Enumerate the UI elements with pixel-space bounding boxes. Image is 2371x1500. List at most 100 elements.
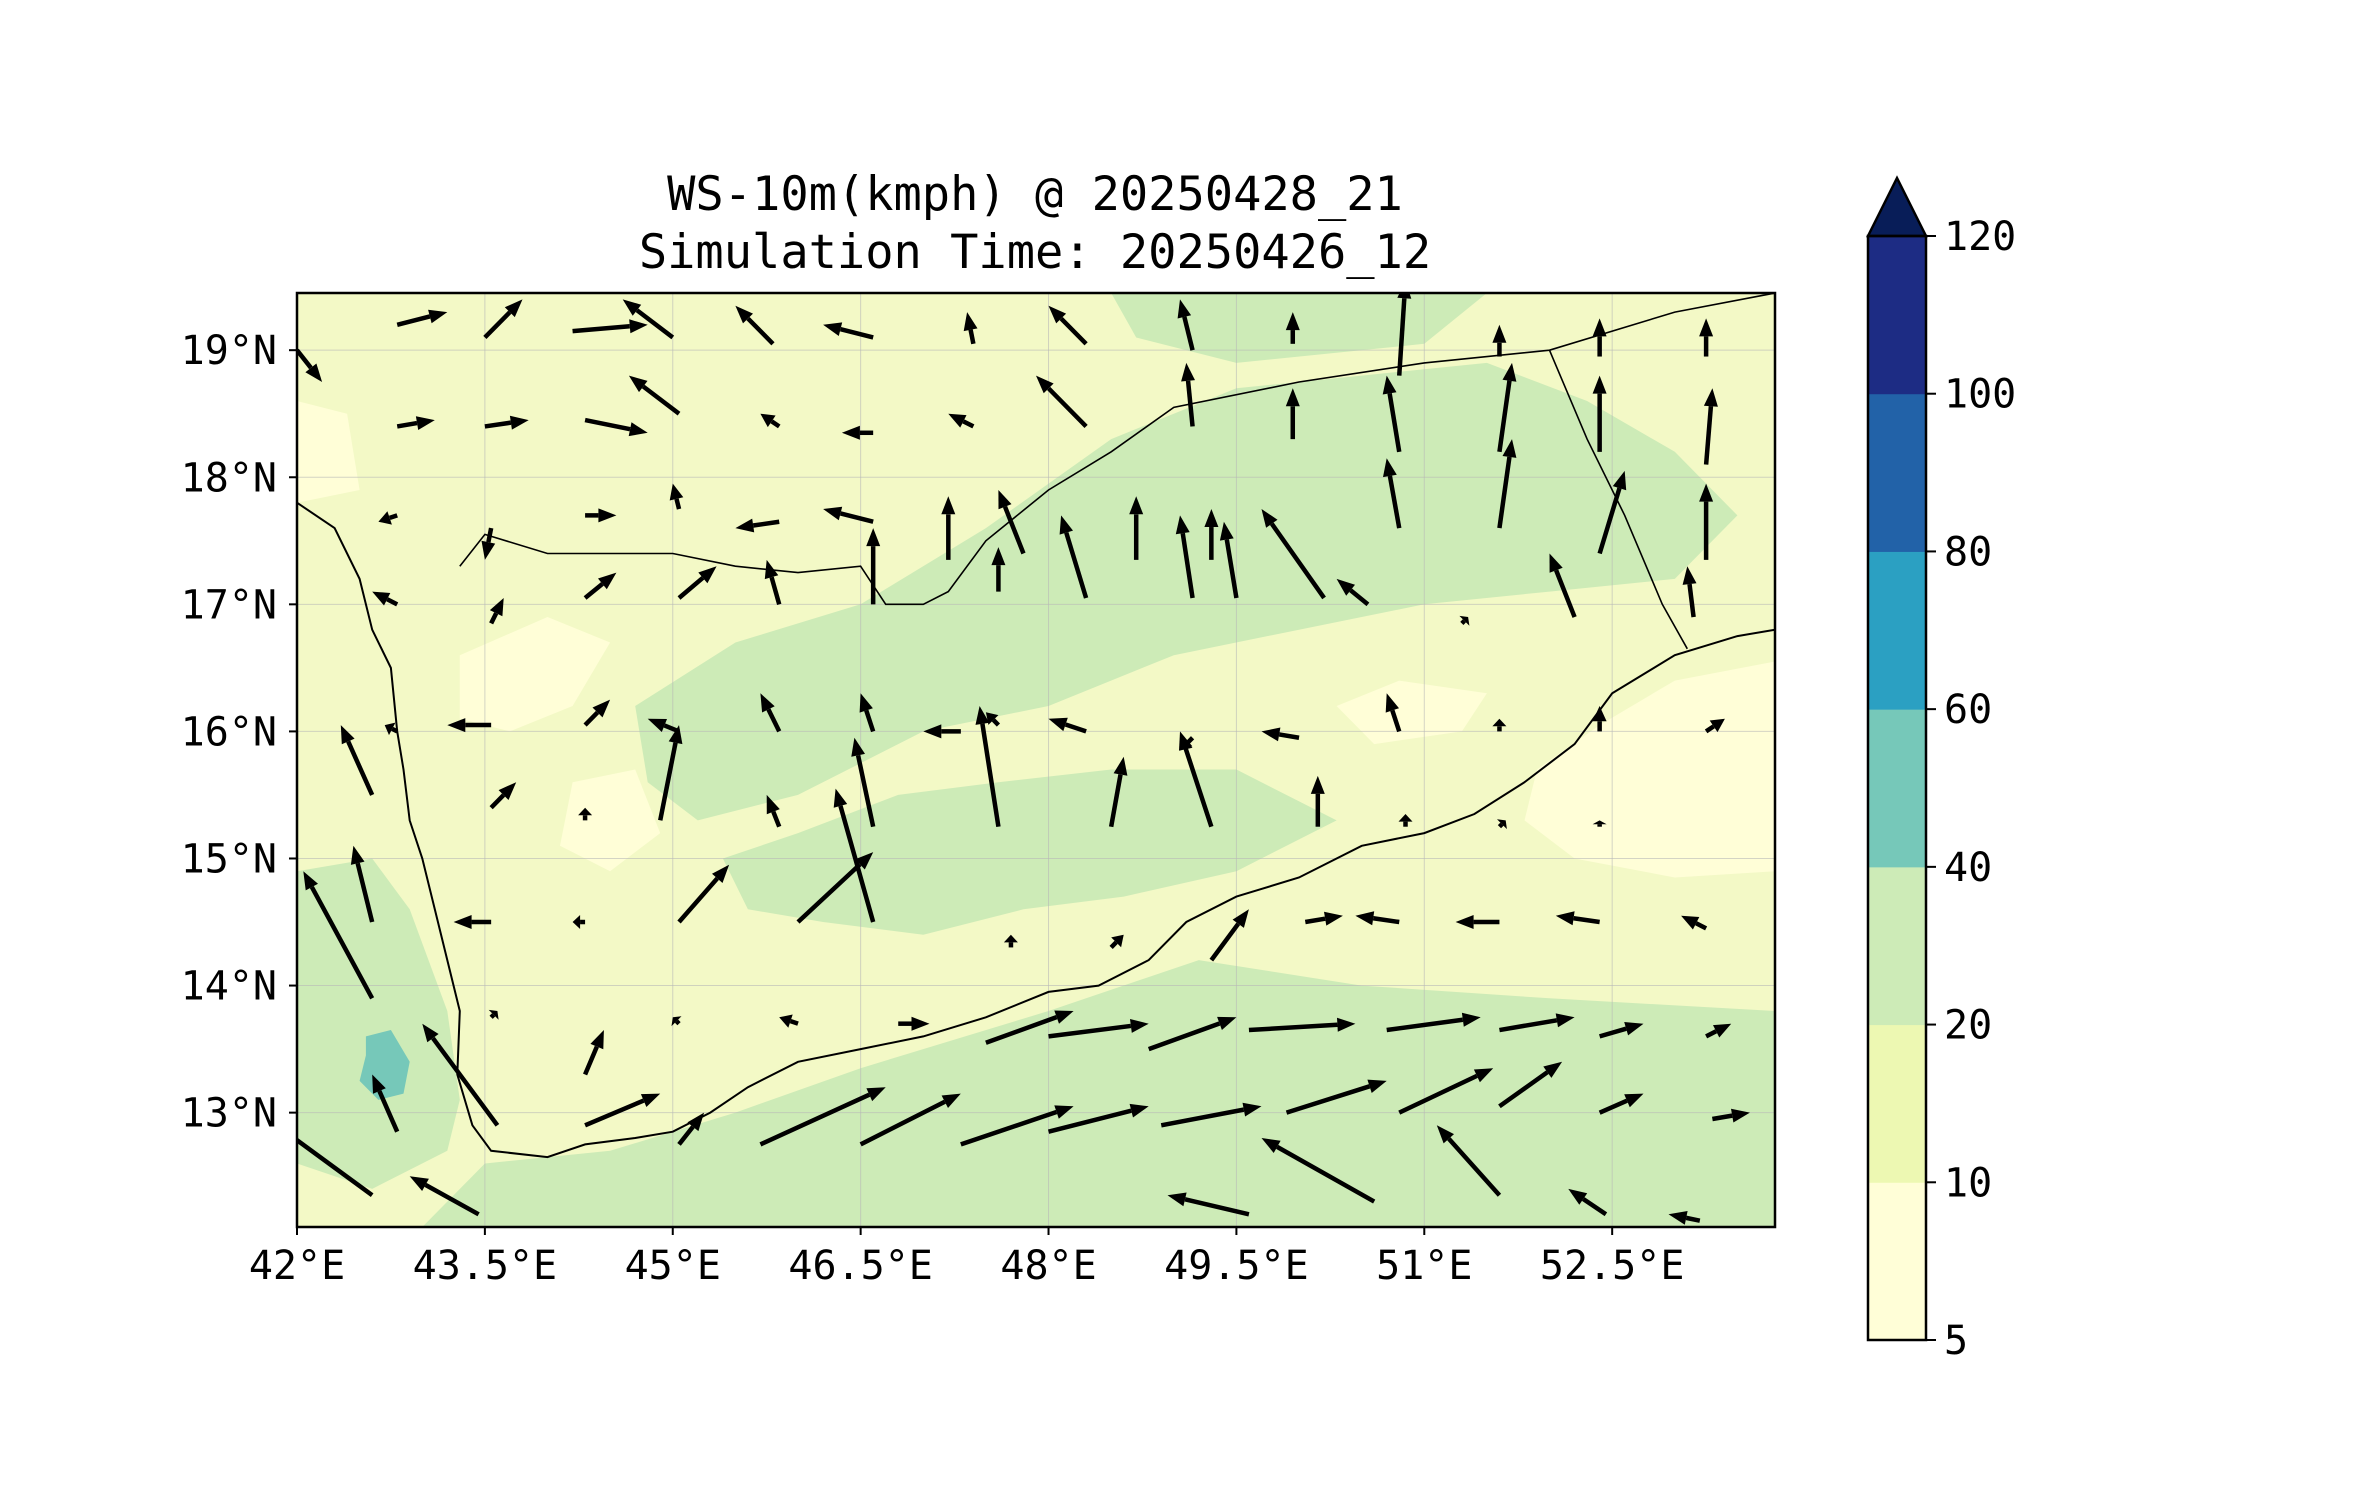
wind-arrow	[985, 1010, 1074, 1045]
wind-arrow	[1398, 814, 1413, 827]
lat-tick-label: 19°N	[181, 328, 277, 374]
wind-arrow-head	[687, 1112, 705, 1132]
wind-arrow-shaft	[297, 1137, 374, 1198]
wind-arrow-head	[628, 422, 648, 437]
wind-arrow	[1704, 718, 1725, 734]
wind-arrow-shaft	[1396, 298, 1407, 376]
wind-arrow	[1167, 1192, 1250, 1217]
wind-arrow-head	[1436, 1125, 1454, 1144]
wind-arrow-head	[640, 1093, 661, 1107]
wind-arrow	[622, 299, 675, 340]
map-frame	[295, 291, 1777, 1229]
colorbar-segment	[1868, 1182, 1926, 1341]
wind-arrow-head	[372, 1074, 386, 1094]
wind-arrow-head	[1568, 1188, 1588, 1205]
wind-arrow	[960, 1105, 1074, 1147]
wind-arrow	[998, 490, 1026, 555]
wind-arrow-head	[1285, 388, 1300, 407]
wind-arrow-head	[1179, 731, 1193, 751]
wind-arrow-head	[1612, 470, 1627, 491]
colorbar-tick-label: 120	[1944, 214, 2016, 260]
wind-arrow	[384, 722, 399, 736]
wind-arrow-head	[481, 540, 496, 560]
wind-arrow-shaft	[968, 329, 976, 345]
gridlines	[297, 293, 1775, 1227]
wind-arrow-head	[1382, 375, 1397, 395]
wind-arrow	[1568, 1188, 1608, 1217]
wind-arrow	[1304, 911, 1343, 926]
wind-arrow-head	[598, 572, 617, 590]
wind-arrow-head	[855, 852, 874, 870]
wind-arrow	[1592, 318, 1607, 357]
wind-speed-contours	[297, 293, 1775, 1227]
wind-arrow	[760, 693, 782, 733]
border-yemen-oman	[1548, 349, 1688, 650]
wind-arrow-head	[350, 845, 365, 865]
lon-tick-label: 48°E	[1000, 1243, 1096, 1289]
wind-arrow-shaft	[1687, 583, 1696, 618]
wind-arrow-head	[378, 511, 392, 525]
wind-arrow-head	[941, 1093, 961, 1108]
wind-arrow	[759, 1087, 886, 1147]
wind-arrow	[1108, 756, 1128, 828]
wind-arrow-shaft	[1685, 1215, 1701, 1223]
wind-arrow-head	[1713, 1023, 1732, 1038]
wind-arrow	[1175, 515, 1195, 599]
lat-tick-label: 16°N	[181, 709, 277, 755]
wind-arrow-head	[985, 712, 999, 725]
wind-arrow	[898, 1016, 930, 1031]
wind-arrow-head	[422, 1023, 439, 1043]
wind-arrow	[1261, 727, 1300, 742]
wind-arrow-shaft	[766, 708, 782, 733]
wind-arrow-head	[833, 788, 848, 808]
wind-arrow-head	[428, 309, 448, 324]
lon-tick-label: 52.5°E	[1540, 1243, 1685, 1289]
wind-arrow	[779, 1014, 799, 1028]
contour-region-5-10	[1336, 680, 1487, 745]
wind-arrow	[948, 413, 975, 429]
wind-arrow	[1598, 1093, 1644, 1115]
wind-arrow-head	[340, 725, 355, 745]
wind-arrow-head	[488, 1009, 499, 1020]
wind-arrow	[372, 591, 399, 607]
wind-arrow-head	[766, 794, 780, 815]
wind-arrow-shaft	[1581, 1197, 1608, 1217]
wind-arrow	[1048, 305, 1088, 346]
wind-arrow-shaft	[1183, 747, 1214, 828]
wind-arrow-shaft	[1597, 487, 1622, 555]
wind-arrow-head	[1261, 509, 1278, 528]
wind-arrow-shaft	[991, 718, 1001, 727]
wind-arrow-shaft	[1147, 1021, 1221, 1052]
wind-arrow-shaft	[859, 1099, 946, 1147]
wind-arrow-head	[1398, 814, 1413, 822]
wind-arrow-head	[1555, 1013, 1575, 1028]
wind-arrow	[340, 725, 375, 796]
wind-arrow	[1668, 1211, 1701, 1225]
wind-arrow-head	[453, 915, 472, 929]
wind-arrow	[1682, 566, 1697, 618]
wind-arrow-shaft	[1160, 1107, 1245, 1128]
wind-arrow	[1592, 820, 1607, 827]
lon-tick-label: 42°E	[249, 1243, 345, 1289]
wind-arrow-head	[1461, 1012, 1481, 1027]
wind-arrow-shaft	[746, 316, 775, 346]
wind-arrow-head	[735, 518, 755, 533]
wind-arrow-shaft	[388, 513, 398, 521]
wind-arrow-head	[1337, 1017, 1356, 1032]
wind-arrow-shaft	[1498, 1070, 1549, 1109]
wind-arrow	[735, 518, 780, 533]
wind-arrow-head	[1592, 706, 1607, 722]
wind-arrow	[1219, 521, 1239, 599]
wind-arrow-head	[629, 319, 648, 334]
wind-arrow-shaft	[584, 417, 631, 432]
wind-arrow	[583, 1030, 604, 1076]
lon-tick-label: 46.5°E	[788, 1243, 933, 1289]
wind-arrow	[823, 322, 874, 340]
wind-arrow-head	[1054, 1010, 1074, 1024]
wind-arrow-shaft	[1209, 922, 1241, 962]
wind-arrow-shaft	[583, 710, 600, 727]
lon-tick-label: 49.5°E	[1164, 1243, 1309, 1289]
wind-arrow	[1705, 1023, 1732, 1039]
wind-arrow	[483, 299, 523, 340]
